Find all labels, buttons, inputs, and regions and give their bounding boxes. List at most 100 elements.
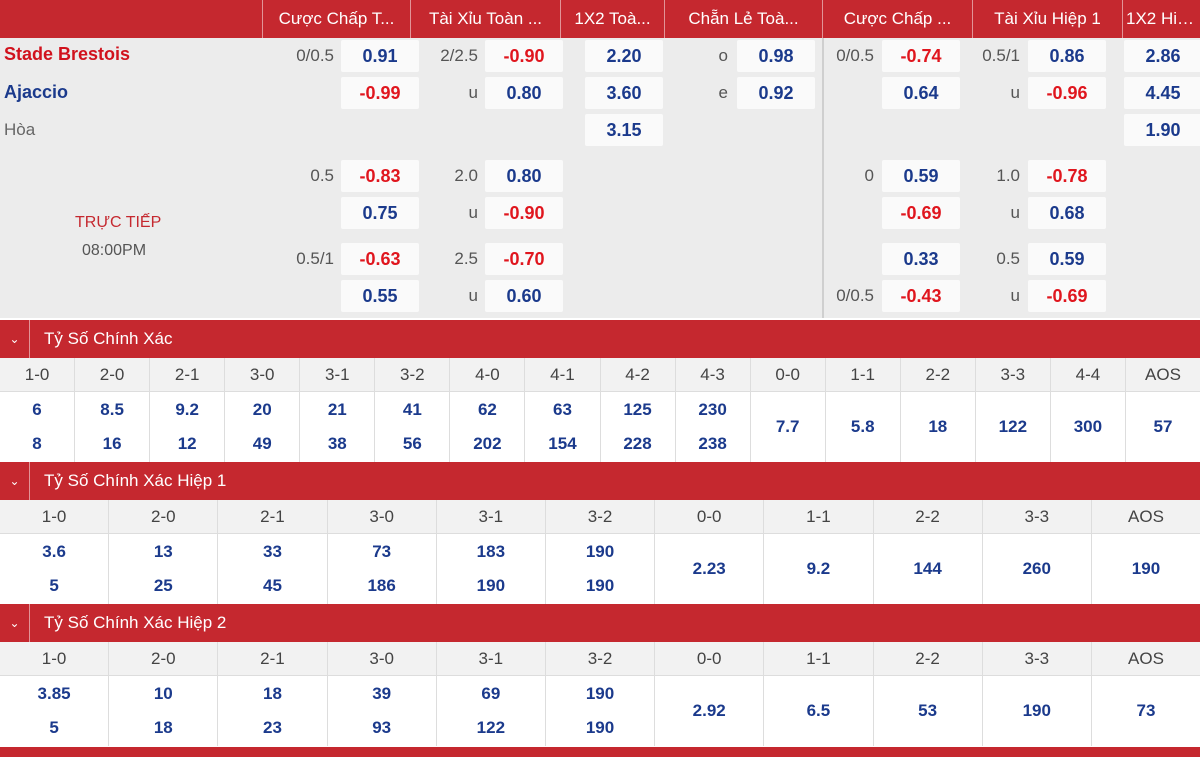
score-odds-value[interactable]: 190: [1131, 559, 1161, 578]
score-odds-value[interactable]: 16: [102, 434, 122, 453]
score-odds-value[interactable]: 18: [153, 718, 173, 737]
away-team-name[interactable]: Ajaccio: [4, 82, 69, 102]
score-odds-value[interactable]: 25: [153, 576, 173, 595]
section-header[interactable]: ⌄ Tỷ Số Chính Xác: [0, 320, 1200, 358]
score-odds-value[interactable]: 260: [1022, 559, 1051, 578]
score-odds-value[interactable]: 39: [372, 684, 392, 703]
score-odds-value[interactable]: 190: [476, 576, 506, 595]
score-odds-value[interactable]: 41: [402, 400, 422, 419]
score-odds-value[interactable]: 6: [32, 400, 42, 419]
odds-button[interactable]: -0.74: [882, 40, 960, 72]
score-odds-value[interactable]: 38: [327, 434, 347, 453]
score-odds-value[interactable]: 20: [252, 400, 272, 419]
odds-button[interactable]: 0.75: [341, 197, 419, 229]
score-odds-value[interactable]: 93: [372, 718, 392, 737]
score-odds-value[interactable]: 230: [698, 400, 727, 419]
market-header-4[interactable]: Cược Chấp ...: [822, 0, 972, 38]
score-odds-value[interactable]: 9.2: [806, 559, 831, 578]
score-odds-value[interactable]: 5: [49, 576, 59, 595]
market-header-3[interactable]: Chẵn Lẻ Toà...: [664, 0, 822, 38]
odds-button[interactable]: 3.60: [585, 77, 663, 109]
score-odds-value[interactable]: 144: [913, 559, 942, 578]
score-odds-value[interactable]: 202: [473, 434, 502, 453]
score-odds-value[interactable]: 73: [372, 542, 392, 561]
odds-button[interactable]: 0.92: [737, 77, 815, 109]
score-odds-value[interactable]: 125: [623, 400, 652, 419]
score-odds-value[interactable]: 5.8: [850, 417, 875, 436]
score-odds-value[interactable]: 21: [327, 400, 347, 419]
odds-button[interactable]: -0.90: [485, 197, 563, 229]
score-odds-value[interactable]: 8: [32, 434, 42, 453]
market-header-1[interactable]: Tài Xỉu Toàn ...: [410, 0, 560, 38]
score-odds-value[interactable]: 23: [263, 718, 282, 737]
score-odds-value[interactable]: 2.23: [692, 559, 726, 578]
score-odds-value[interactable]: 56: [402, 434, 422, 453]
chevron-down-icon[interactable]: ⌄: [0, 462, 30, 500]
odds-button[interactable]: -0.63: [341, 243, 419, 275]
score-odds-value[interactable]: 5: [49, 718, 59, 737]
section-header[interactable]: ⌄ Tỷ Số Chính Xác Hiệp 2: [0, 604, 1200, 642]
odds-button[interactable]: 2.86: [1124, 40, 1200, 72]
odds-button[interactable]: 0.60: [485, 280, 563, 312]
score-odds-value[interactable]: 3.6: [42, 542, 66, 561]
odds-button[interactable]: -0.96: [1028, 77, 1106, 109]
market-header-6[interactable]: 1X2 Hiệ...: [1122, 0, 1200, 38]
score-odds-value[interactable]: 238: [698, 434, 727, 453]
score-odds-value[interactable]: 10: [153, 684, 173, 703]
odds-button[interactable]: 0.64: [882, 77, 960, 109]
odds-button[interactable]: -0.69: [1028, 280, 1106, 312]
score-odds-value[interactable]: 2.92: [692, 701, 726, 720]
score-odds-value[interactable]: 53: [918, 701, 938, 720]
odds-button[interactable]: 0.91: [341, 40, 419, 72]
score-odds-value[interactable]: 122: [476, 718, 506, 737]
score-odds-value[interactable]: 73: [1136, 701, 1156, 720]
odds-button[interactable]: 0.59: [1028, 243, 1106, 275]
odds-button[interactable]: 0.55: [341, 280, 419, 312]
odds-button[interactable]: -0.69: [882, 197, 960, 229]
score-odds-value[interactable]: 49: [252, 434, 272, 453]
score-odds-value[interactable]: 6.5: [806, 701, 831, 720]
odds-button[interactable]: -0.78: [1028, 160, 1106, 192]
score-odds-value[interactable]: 228: [623, 434, 652, 453]
odds-button[interactable]: 0.33: [882, 243, 960, 275]
odds-button[interactable]: -0.99: [341, 77, 419, 109]
odds-button[interactable]: 0.86: [1028, 40, 1106, 72]
home-team-name[interactable]: Stade Brestois: [4, 44, 131, 64]
odds-button[interactable]: 3.15: [585, 114, 663, 146]
score-odds-value[interactable]: 69: [481, 684, 501, 703]
score-odds-value[interactable]: 190: [585, 576, 615, 595]
score-odds-value[interactable]: 63: [553, 400, 572, 419]
market-header-0[interactable]: Cược Chấp T...: [262, 0, 410, 38]
score-odds-value[interactable]: 62: [477, 400, 497, 419]
odds-button[interactable]: -0.43: [882, 280, 960, 312]
chevron-down-icon[interactable]: ⌄: [0, 320, 30, 358]
score-odds-value[interactable]: 45: [263, 576, 282, 595]
odds-button[interactable]: 0.80: [485, 160, 563, 192]
score-odds-value[interactable]: 300: [1073, 417, 1103, 436]
odds-button[interactable]: 1.90: [1124, 114, 1200, 146]
odds-button[interactable]: 0.68: [1028, 197, 1106, 229]
score-odds-value[interactable]: 154: [548, 434, 577, 453]
score-odds-value[interactable]: 13: [153, 542, 173, 561]
section-header[interactable]: ⌄ Tỷ Số Chính Xác Hiệp 1: [0, 462, 1200, 500]
odds-button[interactable]: -0.70: [485, 243, 563, 275]
odds-button[interactable]: -0.90: [485, 40, 563, 72]
score-odds-value[interactable]: 190: [1022, 701, 1051, 720]
odds-button[interactable]: 0.59: [882, 160, 960, 192]
score-odds-value[interactable]: 190: [585, 542, 615, 561]
score-odds-value[interactable]: 183: [476, 542, 506, 561]
score-odds-value[interactable]: 12: [177, 434, 197, 453]
odds-button[interactable]: 2.20: [585, 40, 663, 72]
score-odds-value[interactable]: 33: [263, 542, 282, 561]
market-header-5[interactable]: Tài Xỉu Hiệp 1: [972, 0, 1122, 38]
odds-button[interactable]: -0.83: [341, 160, 419, 192]
score-odds-value[interactable]: 122: [998, 417, 1028, 436]
score-odds-value[interactable]: 8.5: [100, 400, 124, 419]
score-odds-value[interactable]: 3.85: [37, 684, 71, 703]
score-odds-value[interactable]: 7.7: [775, 417, 800, 436]
score-odds-value[interactable]: 57: [1153, 417, 1173, 436]
score-odds-value[interactable]: 186: [367, 576, 396, 595]
score-odds-value[interactable]: 9.2: [175, 400, 199, 419]
odds-button[interactable]: 4.45: [1124, 77, 1200, 109]
odds-button[interactable]: 0.80: [485, 77, 563, 109]
